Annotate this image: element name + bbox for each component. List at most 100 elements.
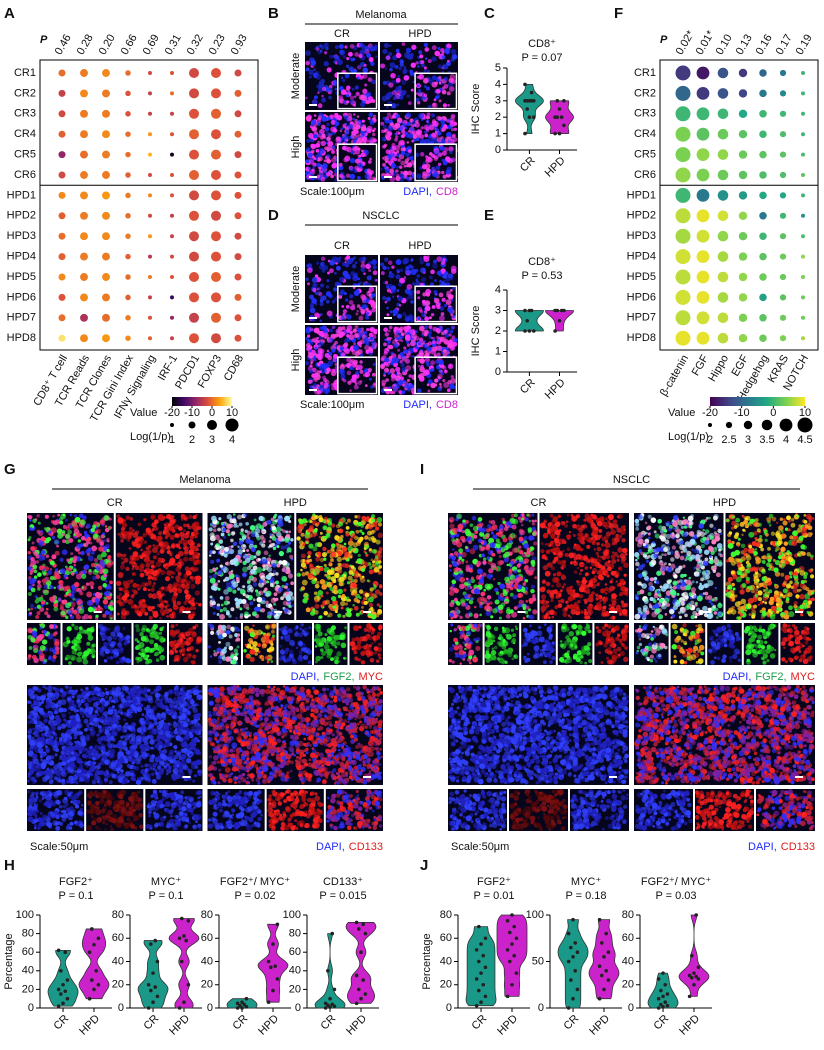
panel-letter: F bbox=[614, 5, 623, 22]
cell bbox=[449, 384, 454, 389]
cell bbox=[210, 560, 214, 564]
column-label: CD68 bbox=[222, 353, 246, 383]
cell bbox=[361, 295, 367, 301]
cell bbox=[219, 614, 225, 620]
cell bbox=[185, 594, 191, 600]
cell bbox=[419, 338, 423, 342]
cell bbox=[346, 255, 350, 259]
cell bbox=[439, 99, 442, 102]
cell bbox=[124, 531, 129, 536]
cell bbox=[279, 552, 283, 556]
cell bbox=[266, 604, 270, 608]
cell bbox=[314, 591, 318, 595]
cell bbox=[270, 580, 273, 583]
dot bbox=[780, 213, 786, 219]
cell bbox=[149, 616, 153, 620]
cell bbox=[309, 76, 312, 79]
cell bbox=[406, 164, 409, 167]
cell bbox=[91, 545, 97, 551]
data-point bbox=[477, 925, 481, 929]
cell bbox=[226, 561, 230, 565]
size-key bbox=[780, 419, 793, 432]
column-label: HPD bbox=[284, 497, 307, 509]
data-point bbox=[59, 969, 63, 973]
cell bbox=[29, 612, 32, 615]
cell bbox=[224, 547, 229, 552]
cell bbox=[389, 345, 394, 350]
cell bbox=[37, 572, 42, 577]
cell bbox=[130, 532, 133, 535]
p-value: 0.16 bbox=[754, 32, 775, 57]
panel-letter: G bbox=[4, 461, 16, 478]
cell bbox=[195, 576, 198, 579]
cell bbox=[129, 547, 132, 550]
cell bbox=[384, 368, 389, 373]
cell bbox=[132, 532, 138, 538]
cell bbox=[327, 155, 329, 157]
y-tick-label: 0 bbox=[118, 1002, 124, 1014]
dot bbox=[125, 213, 131, 219]
panel-letter: J bbox=[420, 857, 428, 874]
cell bbox=[339, 369, 344, 374]
dot bbox=[235, 212, 242, 219]
cell bbox=[358, 66, 361, 69]
column-label: Hippo bbox=[706, 353, 731, 384]
stain-label: CD8 bbox=[436, 399, 458, 411]
dot bbox=[759, 273, 767, 281]
cell bbox=[240, 613, 243, 616]
cell bbox=[78, 608, 84, 614]
cell bbox=[319, 81, 323, 85]
dot bbox=[170, 132, 174, 136]
cell bbox=[441, 171, 445, 175]
row-label: HPD7 bbox=[7, 312, 36, 324]
cell bbox=[324, 333, 328, 337]
cell bbox=[316, 149, 320, 153]
cell bbox=[321, 166, 327, 172]
cell bbox=[403, 69, 408, 74]
cell bbox=[419, 358, 425, 364]
cell bbox=[418, 374, 422, 378]
cell bbox=[417, 296, 420, 299]
cell bbox=[30, 546, 35, 551]
dot bbox=[801, 316, 805, 320]
cell bbox=[316, 337, 318, 339]
cell bbox=[50, 560, 55, 565]
cell bbox=[80, 551, 84, 555]
cell bbox=[396, 104, 399, 107]
cell bbox=[439, 82, 442, 85]
cell bbox=[225, 596, 230, 601]
cell bbox=[346, 65, 349, 68]
cell bbox=[216, 567, 219, 570]
cell bbox=[191, 597, 194, 600]
cell bbox=[99, 560, 105, 566]
cell bbox=[435, 348, 438, 351]
y-tick-label: 100 bbox=[16, 909, 34, 921]
cell bbox=[353, 345, 359, 351]
cell bbox=[152, 610, 155, 613]
cell bbox=[121, 557, 124, 560]
cell bbox=[269, 544, 272, 547]
cell bbox=[221, 553, 224, 556]
cell bbox=[355, 85, 359, 89]
cell bbox=[35, 615, 39, 619]
cell bbox=[184, 589, 189, 594]
y-tick-label: 60 bbox=[112, 932, 124, 944]
cell bbox=[175, 554, 180, 559]
cell bbox=[119, 597, 123, 601]
y-tick-label: 60 bbox=[289, 946, 301, 958]
cell bbox=[372, 373, 376, 377]
data-point bbox=[607, 950, 611, 954]
cell bbox=[187, 539, 192, 544]
cell bbox=[317, 91, 320, 94]
cell bbox=[355, 382, 358, 385]
data-point bbox=[364, 932, 368, 936]
cell bbox=[41, 550, 46, 555]
cell bbox=[358, 54, 362, 58]
cell bbox=[310, 169, 316, 175]
cell bbox=[29, 519, 32, 522]
dot bbox=[125, 335, 131, 341]
cell bbox=[233, 542, 237, 546]
cell bbox=[103, 515, 109, 521]
cell bbox=[380, 168, 382, 170]
cell bbox=[431, 114, 435, 118]
